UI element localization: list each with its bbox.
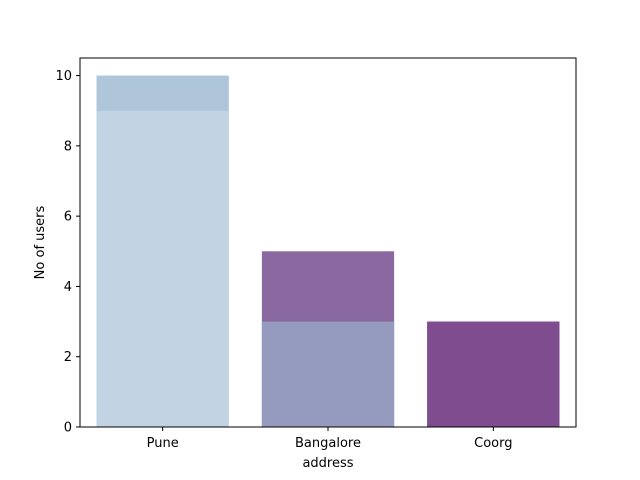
y-axis: 0 2 4 6 8 10 [55,69,80,436]
y-tick-label: 6 [64,210,72,225]
x-tick-label: Bangalore [295,436,361,451]
y-tick-label: 8 [64,139,72,154]
y-tick-label: 2 [64,350,72,365]
x-tick-label: Pune [147,436,179,451]
bar-bangalore-layer-2 [261,321,395,427]
x-axis-label: address [302,456,353,471]
x-axis: Pune Bangalore Coorg [147,427,513,451]
bar-coorg-layer-2 [427,321,560,427]
y-axis-label: No of users [33,205,48,279]
x-tick-label: Coorg [474,436,512,451]
bar-pune-layer-2 [96,110,229,428]
y-tick-label: 10 [55,69,72,84]
y-tick-label: 4 [64,280,72,295]
bars-group [96,75,560,428]
y-tick-label: 0 [64,421,72,436]
